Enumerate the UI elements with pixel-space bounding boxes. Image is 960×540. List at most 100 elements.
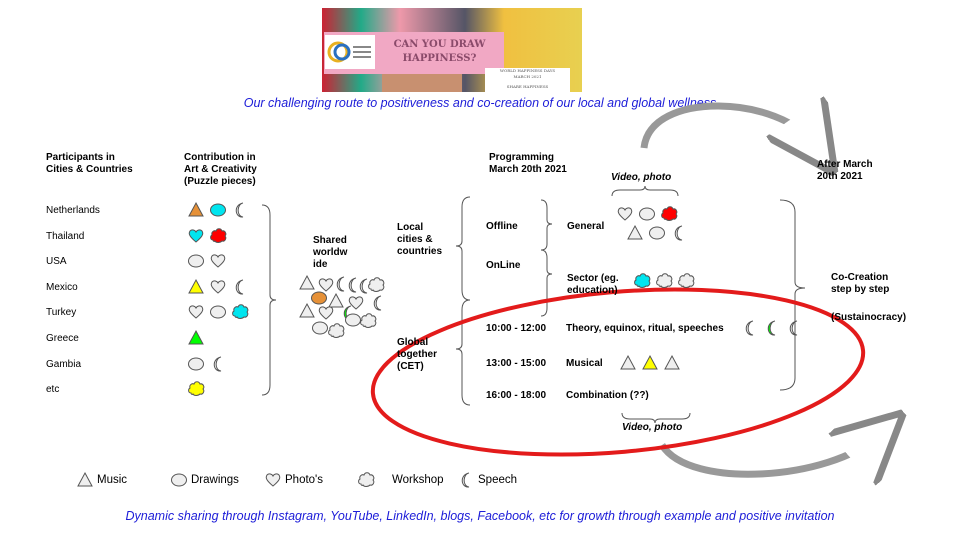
session-icons <box>620 354 680 371</box>
moon-icon <box>767 320 776 336</box>
heart-icon <box>188 229 204 243</box>
circle-icon <box>188 254 204 268</box>
heart-icon <box>265 473 281 487</box>
cloud-icon <box>656 273 673 288</box>
heart-icon <box>318 278 334 292</box>
cloud-icon <box>232 304 249 319</box>
heart-icon <box>318 306 334 320</box>
general-icons-row1 <box>617 206 678 222</box>
cocreation-label: Co-Creation step by step <box>831 272 890 295</box>
moon-icon <box>373 295 382 311</box>
country-name: Netherlands <box>46 205 100 216</box>
country-name: etc <box>46 384 60 395</box>
triangle-icon <box>664 354 680 370</box>
triangle-icon <box>188 201 204 217</box>
circle-icon <box>312 321 328 335</box>
shared-worldwide-label: Shared worldw ide <box>313 235 348 270</box>
country-pieces <box>188 381 205 397</box>
legend-label: Speech <box>478 474 518 486</box>
legend-item: Speech <box>458 472 517 488</box>
cloud-icon <box>358 472 375 487</box>
brace-global <box>455 299 471 406</box>
country-pieces <box>188 304 249 320</box>
circle-icon <box>188 357 204 371</box>
shared-piece <box>333 276 349 297</box>
cloud-icon <box>188 381 205 396</box>
sustainocracy-label: (Sustainocracy) <box>831 312 907 323</box>
triangle-icon <box>77 471 93 487</box>
brace-after <box>779 199 806 391</box>
country-name: Greece <box>46 333 79 344</box>
country-name: USA <box>46 256 67 267</box>
sector-label: Sector (eg. education) <box>567 273 619 295</box>
legend-label: Workshop <box>392 474 444 486</box>
session-icons <box>742 320 802 336</box>
school-logo <box>325 35 375 69</box>
country-pieces <box>188 201 248 218</box>
shared-piece <box>318 305 334 326</box>
triangle-icon <box>299 274 315 290</box>
legend-label: Photo's <box>285 474 323 486</box>
after-header: After March 20th 2021 <box>817 159 873 182</box>
local-label: Local cities & countries <box>397 222 443 257</box>
moon-icon <box>213 356 222 372</box>
cloud-icon <box>360 313 377 328</box>
heart-icon <box>617 207 633 221</box>
triangle-icon <box>188 329 204 345</box>
brace-local <box>455 196 471 301</box>
shared-piece <box>299 274 315 296</box>
banner-box-line: WORLD HAPPINESS DAYS <box>499 68 556 73</box>
shared-piece <box>328 292 344 314</box>
legend-label: Drawings <box>191 474 239 486</box>
video-photo-bottom: Video, photo <box>622 422 683 433</box>
country-pieces <box>188 278 248 295</box>
session-label: Musical <box>566 358 603 369</box>
footer-text: Dynamic sharing through Instagram, YouTu… <box>125 509 835 523</box>
shared-piece <box>356 278 372 299</box>
country-pieces <box>188 356 226 372</box>
shared-piece <box>360 313 377 334</box>
cloud-icon <box>634 273 651 288</box>
banner-image: CAN YOU DRAW HAPPINESS? WORLD HAPPINESS … <box>322 8 582 92</box>
moon-icon <box>336 276 345 292</box>
programming-header: Programming March 20th 2021 <box>489 152 567 175</box>
moon-icon <box>235 202 244 218</box>
moon-icon <box>461 472 470 488</box>
banner-box-line: SHARE HAPPINESS <box>506 84 549 89</box>
circle-icon <box>649 226 665 240</box>
triangle-icon <box>188 278 204 294</box>
brace-general <box>540 199 553 251</box>
country-pieces <box>188 253 226 269</box>
circle-icon <box>639 207 655 221</box>
shared-piece <box>328 323 345 344</box>
subtitle: Our challenging route to positiveness an… <box>243 96 717 110</box>
shared-piece <box>368 277 385 298</box>
legend-item: Drawings <box>171 472 239 488</box>
circle-icon <box>210 203 226 217</box>
session-time: 10:00 - 12:00 <box>486 323 547 334</box>
arrow-top <box>640 106 815 148</box>
circle-icon <box>311 291 327 305</box>
country-name: Thailand <box>46 231 85 242</box>
legend-item: Music <box>77 471 128 488</box>
offline-label: Offline <box>486 221 518 232</box>
moon-icon <box>745 320 754 336</box>
brace-contributions <box>261 204 277 396</box>
shared-piece <box>311 290 327 311</box>
video-photo-top: Video, photo <box>611 172 672 183</box>
triangle-icon <box>620 354 636 370</box>
shared-piece <box>370 295 386 316</box>
shared-piece <box>318 277 334 298</box>
banner-title: CAN YOU DRAW HAPPINESS? <box>393 39 486 64</box>
banner-box-line: MARCH 2021 <box>513 74 542 79</box>
highlight-ellipse <box>370 287 866 457</box>
shared-piece <box>299 302 315 324</box>
banner-photo <box>382 74 462 92</box>
brace-video-top <box>611 185 679 197</box>
moon-icon <box>348 277 357 293</box>
country-name: Gambia <box>46 359 82 370</box>
moon-icon <box>359 278 368 294</box>
legend-label: Music <box>97 474 128 486</box>
